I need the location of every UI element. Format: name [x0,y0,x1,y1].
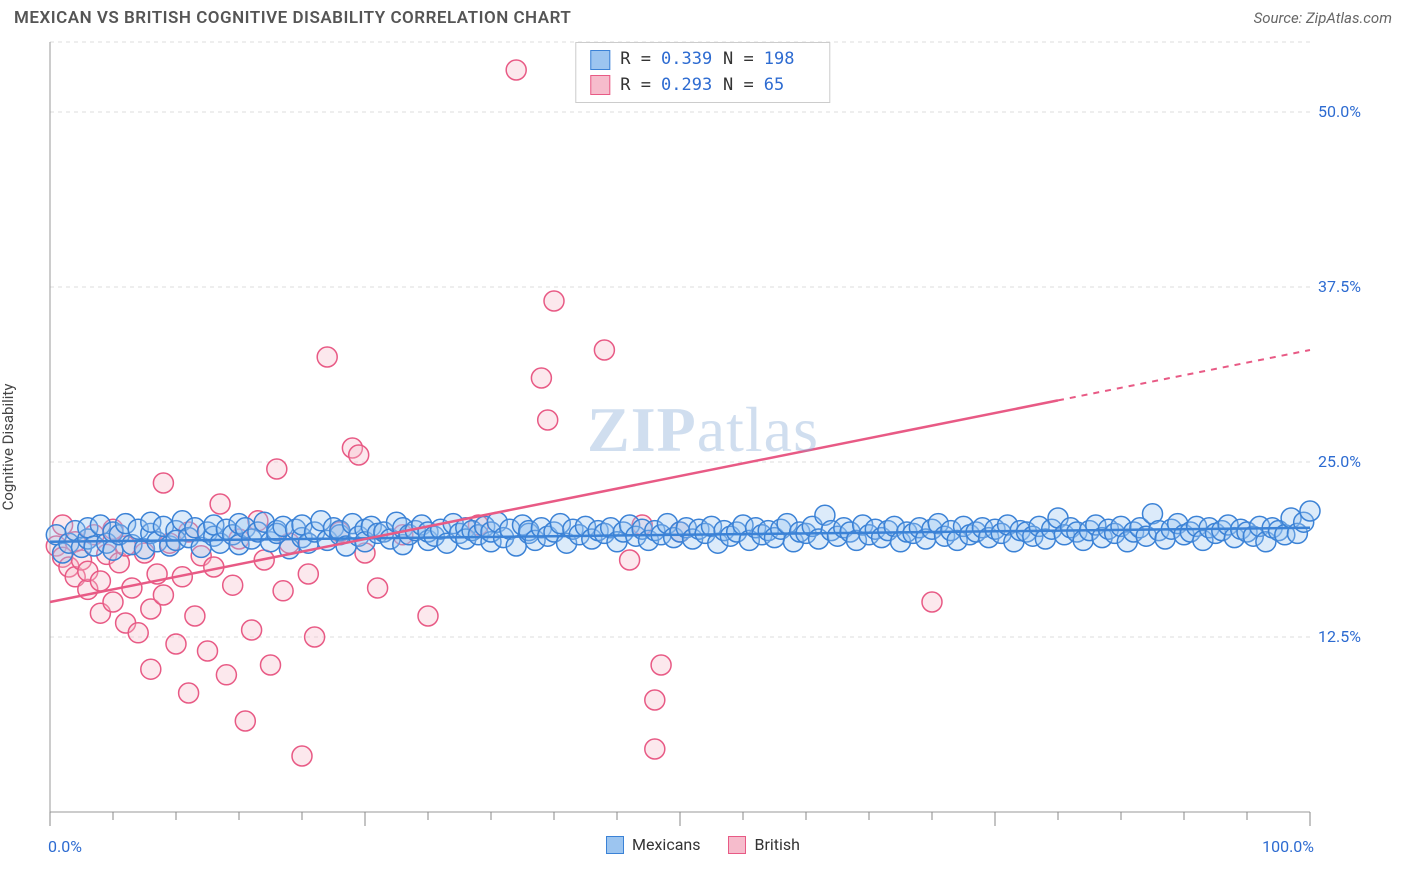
legend-swatch-mexicans [590,50,610,70]
n-value-british: 65 [764,73,816,99]
footer-legend-british: British [728,835,799,854]
header-bar: MEXICAN VS BRITISH COGNITIVE DISABILITY … [0,0,1406,32]
source-attribution: Source: ZipAtlas.com [1254,9,1392,27]
r-value-mexicans: 0.339 [661,47,713,73]
y-axis-label: Cognitive Disability [0,384,17,511]
chart-title: MEXICAN VS BRITISH COGNITIVE DISABILITY … [14,8,571,28]
svg-text:50.0%: 50.0% [1318,102,1361,121]
svg-text:37.5%: 37.5% [1318,277,1361,296]
footer-legend-mexicans: Mexicans [606,835,700,854]
legend-row-mexicans: R = 0.339 N = 198 [590,47,815,73]
chart-area: Cognitive Disability 12.5% 25.0% 37.5% 50.0… [0,32,1406,862]
r-value-british: 0.293 [661,73,713,99]
correlation-legend: R = 0.339 N = 198 R = 0.293 N = 65 [575,42,830,103]
svg-text:12.5%: 12.5% [1318,627,1361,646]
footer-swatch-mexicans [606,836,624,854]
svg-text:25.0%: 25.0% [1318,452,1361,471]
scatter-plot-svg: 12.5% 25.0% 37.5% 50.0% [40,32,1390,862]
legend-swatch-british [590,75,610,95]
footer-label-mexicans: Mexicans [632,835,700,854]
legend-row-british: R = 0.293 N = 65 [590,73,815,99]
n-value-mexicans: 198 [764,47,816,73]
footer-legend: Mexicans British [0,835,1406,854]
footer-label-british: British [754,835,799,854]
footer-swatch-british [728,836,746,854]
